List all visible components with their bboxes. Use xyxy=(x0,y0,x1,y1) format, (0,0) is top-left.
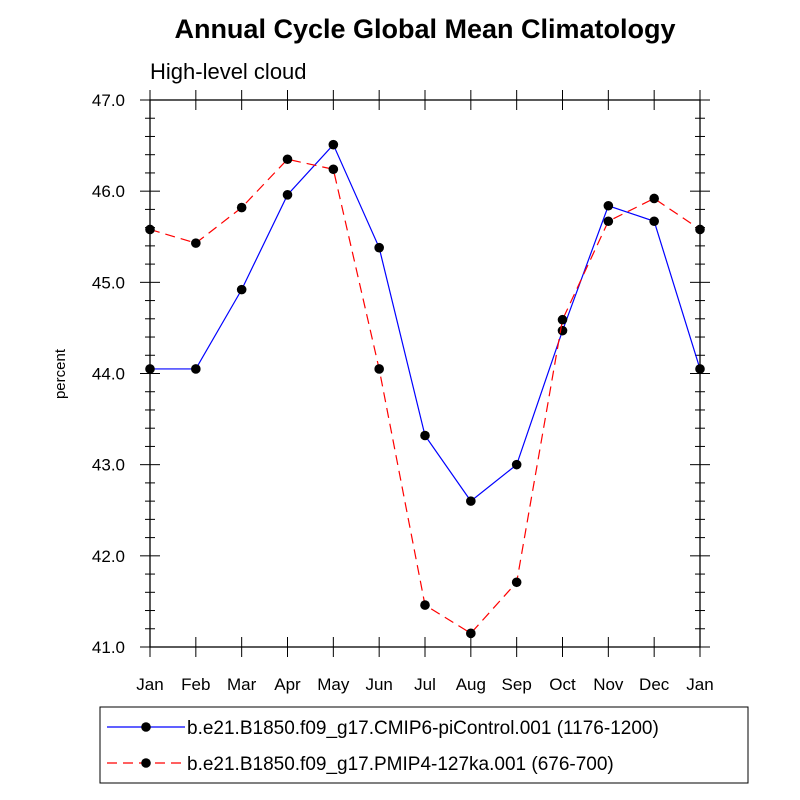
series-2-point xyxy=(420,600,430,610)
legend-marker-1 xyxy=(141,722,151,732)
legend-marker-2 xyxy=(141,758,151,768)
legend-label-1: b.e21.B1850.f09_g17.CMIP6-piControl.001 … xyxy=(187,718,659,739)
series-1-point xyxy=(511,459,522,470)
series-2-point xyxy=(511,577,522,588)
series-2-point xyxy=(466,628,476,639)
y-tick-label: 44.0 xyxy=(92,365,125,384)
series-1-point xyxy=(420,430,430,441)
series-line-2 xyxy=(149,158,701,635)
x-tick-label: Dec xyxy=(639,675,670,694)
x-tick-label: Sep xyxy=(502,675,532,694)
series-1-point xyxy=(603,200,614,211)
y-tick-label: 47.0 xyxy=(92,91,125,110)
series-2-point xyxy=(328,164,339,175)
series-2-point xyxy=(557,314,568,325)
x-tick-label: Aug xyxy=(456,675,486,694)
legend-box xyxy=(99,706,749,784)
plot-frame xyxy=(149,99,701,648)
y-tick-label: 42.0 xyxy=(92,547,125,566)
y-tick-label: 43.0 xyxy=(92,456,125,475)
series-2-point xyxy=(374,364,384,374)
chart-subtitle: High-level cloud xyxy=(150,59,307,84)
chart-title: Annual Cycle Global Mean Climatology xyxy=(174,14,675,44)
x-tick-label: Apr xyxy=(274,675,301,694)
series-1-point xyxy=(145,364,155,374)
x-tick-label: Jan xyxy=(686,675,713,694)
series-2-point xyxy=(695,224,705,235)
y-tick-label: 45.0 xyxy=(92,273,125,292)
x-tick-label: May xyxy=(317,675,350,694)
series-1-point xyxy=(328,139,339,150)
series-2-point xyxy=(236,202,247,213)
series-1-point xyxy=(374,242,384,253)
plot-area: 41.0 42.0 43.0 44.0 45.0 46.0 47.0 Jan Feb Mar Apr… xyxy=(92,90,714,694)
series-1-point xyxy=(557,325,568,336)
y-tick-label: 41.0 xyxy=(92,638,125,657)
y-axis-label: percent xyxy=(52,348,69,399)
y-tick-label: 46.0 xyxy=(92,182,125,201)
x-tick-label: Feb xyxy=(181,675,210,694)
series-2-point xyxy=(282,154,293,165)
x-tick-label: Mar xyxy=(227,675,257,694)
series-1-point xyxy=(282,190,293,200)
series-1-point xyxy=(191,364,201,374)
series-2-point xyxy=(603,216,614,227)
x-tick-label: Jan xyxy=(136,675,163,694)
series-line-1 xyxy=(150,143,701,503)
series-1-point xyxy=(649,216,659,227)
x-tick-label: Nov xyxy=(593,675,624,694)
series-1-point xyxy=(695,364,705,374)
series-1-point xyxy=(466,496,476,506)
legend-label-2: b.e21.B1850.f09_g17.PMIP4-127ka.001 (676… xyxy=(187,754,614,775)
series-2-point xyxy=(145,224,155,235)
series-2-point xyxy=(191,238,201,248)
legend: b.e21.B1850.f09_g17.CMIP6-piControl.001 … xyxy=(99,706,749,784)
series-2-point xyxy=(649,193,659,204)
x-tick-label: Jun xyxy=(365,675,392,694)
x-tick-label: Jul xyxy=(414,675,436,694)
x-tick-label: Oct xyxy=(549,675,576,694)
series-1-point xyxy=(236,284,247,295)
